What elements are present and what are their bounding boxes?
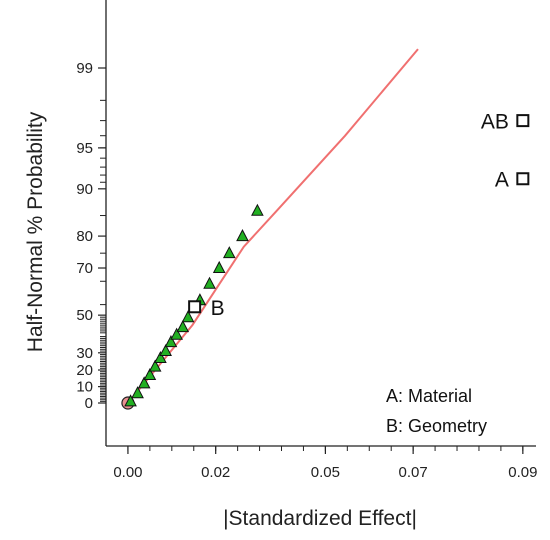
y-tick-label: 30 <box>76 345 93 362</box>
y-tick-label: 50 <box>76 307 93 324</box>
triangle-point <box>164 335 178 348</box>
plot-frame-group <box>105 0 536 447</box>
reference-line-group <box>127 48 419 404</box>
x-tick-label: 0.05 <box>311 464 340 481</box>
y-tick-label: 95 <box>76 140 93 157</box>
y-tick-label: 0 <box>85 395 93 412</box>
triangle-point <box>203 276 216 289</box>
y-tick-label: 70 <box>76 260 93 277</box>
x-axis-title: |Standardized Effect| <box>223 507 417 530</box>
triangle-point <box>154 350 167 364</box>
triangle-point <box>212 260 226 274</box>
triangle-point <box>131 386 144 399</box>
effect-label-a: A <box>495 169 509 192</box>
triangle-point <box>148 359 162 372</box>
y-tick-label: 90 <box>76 181 93 198</box>
legend: A: Material B: Geometry <box>386 386 487 436</box>
triangle-point <box>222 246 236 259</box>
triangle-point <box>181 310 195 323</box>
triangle-point <box>159 343 172 357</box>
triangle-point <box>124 394 137 407</box>
triangle-point <box>236 229 249 242</box>
y-tick-label: 20 <box>76 362 93 379</box>
triangle-point <box>176 320 190 333</box>
x-tick-label: 0.09 <box>508 464 537 481</box>
x-tick-label: 0.00 <box>113 464 142 481</box>
x-tick-label: 0.02 <box>201 464 230 481</box>
triangle-point <box>137 376 151 389</box>
reference-line <box>127 48 419 404</box>
points-group <box>121 114 530 410</box>
effect-label-ab: AB <box>481 111 509 134</box>
effect-square-ab <box>516 114 530 128</box>
y-tick-label: 99 <box>76 60 93 77</box>
triangle-point <box>251 203 264 216</box>
effect-square-a <box>516 172 530 186</box>
legend-item-b: B: Geometry <box>386 416 487 436</box>
x-tick-label: 0.07 <box>399 464 428 481</box>
legend-item-a: A: Material <box>386 386 472 406</box>
triangle-point <box>170 327 183 340</box>
y-tick-label: 10 <box>76 379 93 396</box>
y-axis-title: Half-Normal % Probability <box>24 111 47 352</box>
effect-square-b <box>188 300 202 314</box>
effect-label-b: B <box>211 297 225 320</box>
x-ticks: 0.00 0.02 0.05 0.07 0.09 <box>113 446 537 481</box>
y-tick-label: 80 <box>76 228 93 245</box>
triangle-point <box>143 367 157 381</box>
